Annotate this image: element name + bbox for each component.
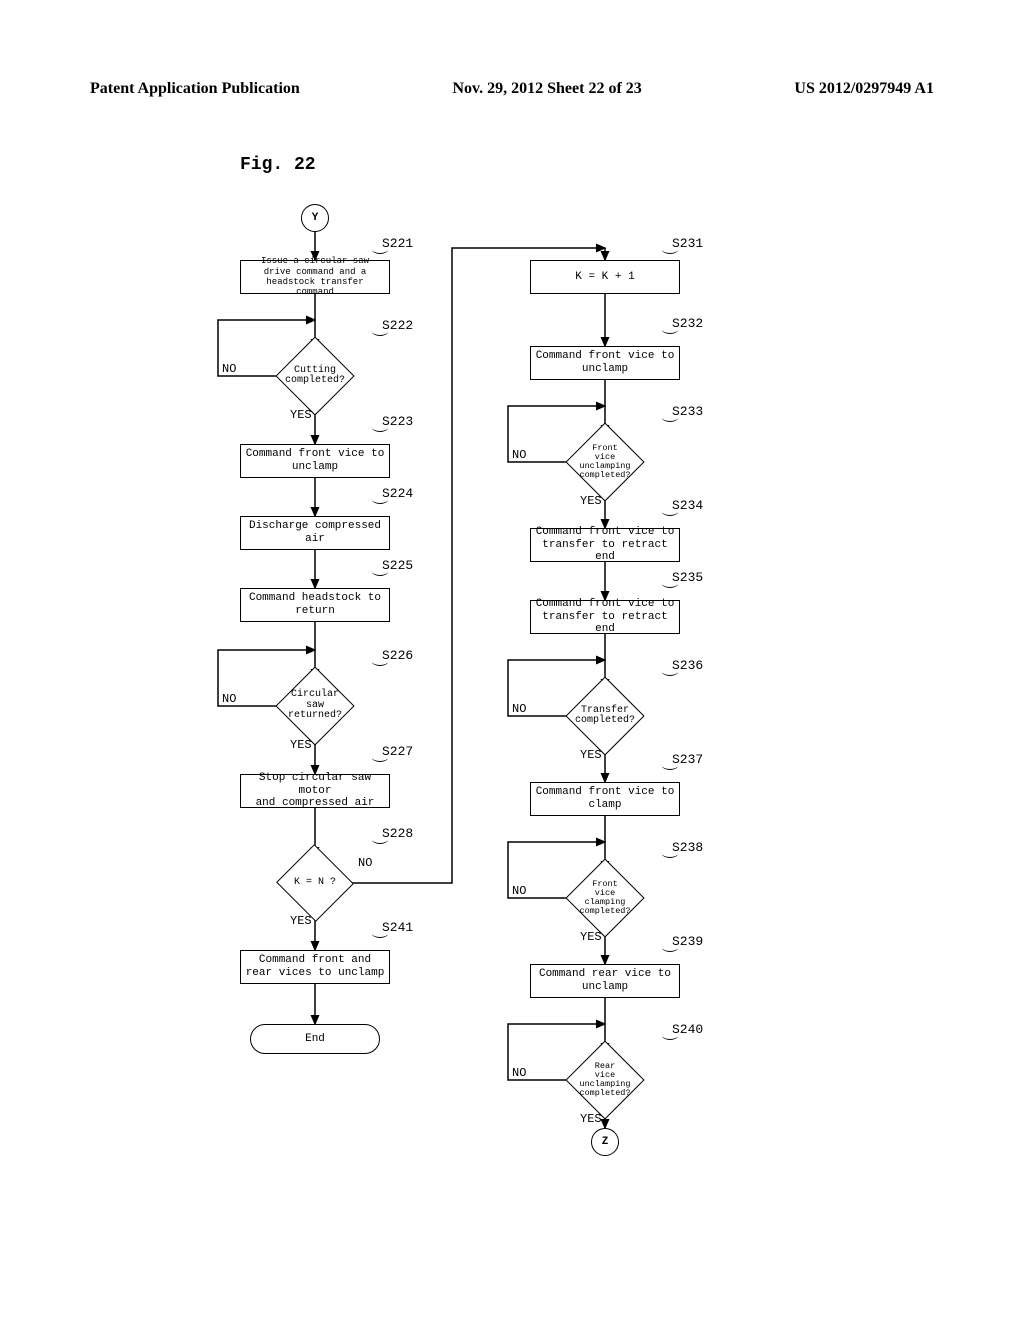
- step-s221: Issue a circular saw drive command and a…: [240, 260, 390, 294]
- connector-z: Z: [591, 1128, 619, 1156]
- header-right: US 2012/0297949 A1: [794, 80, 934, 98]
- step-s223-text: Command front vice to unclamp: [246, 448, 385, 473]
- no-label: NO: [512, 702, 526, 716]
- step-s224: Discharge compressed air: [240, 516, 390, 550]
- curl-icon: [662, 849, 678, 858]
- curl-icon: [662, 579, 678, 588]
- yes-label: YES: [290, 914, 312, 928]
- yes-label: YES: [580, 494, 602, 508]
- curl-icon: [372, 245, 388, 254]
- step-s223: Command front vice to unclamp: [240, 444, 390, 478]
- step-s232: Command front vice to unclamp: [530, 346, 680, 380]
- no-label: NO: [512, 884, 526, 898]
- yes-label: YES: [290, 738, 312, 752]
- step-s232-text: Command front vice to unclamp: [536, 350, 675, 375]
- step-s233: Front vice unclamping completed?: [577, 434, 633, 490]
- curl-icon: [372, 929, 388, 938]
- step-s235: Command front vice to transfer to retrac…: [530, 600, 680, 634]
- step-s221-text: Issue a circular saw drive command and a…: [245, 256, 385, 297]
- step-s239: Command rear vice to unclamp: [530, 964, 680, 998]
- step-s225-text: Command headstock to return: [249, 592, 381, 617]
- step-s228: K = N ?: [287, 856, 343, 910]
- curl-icon: [372, 567, 388, 576]
- step-s226: Circular saw returned?: [287, 678, 343, 734]
- no-label: NO: [222, 692, 236, 706]
- connector-y-label: Y: [312, 212, 319, 225]
- step-s224-text: Discharge compressed air: [249, 520, 381, 545]
- terminator-end-text: End: [305, 1033, 325, 1046]
- step-s222: Cutting completed?: [287, 348, 343, 404]
- curl-icon: [662, 245, 678, 254]
- step-s236-text: Transfer completed?: [575, 706, 635, 727]
- header: Patent Application Publication Nov. 29, …: [0, 80, 1024, 98]
- curl-icon: [662, 761, 678, 770]
- step-s231: K = K + 1: [530, 260, 680, 294]
- step-s241: Command front and rear vices to unclamp: [240, 950, 390, 984]
- curl-icon: [372, 423, 388, 432]
- yes-label: YES: [580, 930, 602, 944]
- figure-label: Fig. 22: [240, 155, 316, 175]
- curl-icon: [662, 1031, 678, 1040]
- connector-y: Y: [301, 204, 329, 232]
- flowchart: Y S221 Issue a circular saw drive comman…: [190, 190, 760, 1140]
- step-s239-text: Command rear vice to unclamp: [539, 968, 671, 993]
- no-label: NO: [222, 362, 236, 376]
- connector-z-label: Z: [602, 1136, 609, 1149]
- step-s238: Front vice clamping completed?: [577, 870, 633, 926]
- step-s227-text: Stop circular saw motor and compressed a…: [245, 772, 385, 810]
- step-s225: Command headstock to return: [240, 588, 390, 622]
- yes-label: YES: [290, 408, 312, 422]
- curl-icon: [662, 943, 678, 952]
- curl-icon: [372, 327, 388, 336]
- curl-icon: [372, 495, 388, 504]
- step-s234-text: Command front vice to transfer to retrac…: [535, 526, 675, 564]
- step-s240: Rear vice unclamping completed?: [577, 1052, 633, 1108]
- step-s227: Stop circular saw motor and compressed a…: [240, 774, 390, 808]
- step-s237-text: Command front vice to clamp: [536, 786, 675, 811]
- step-s238-text: Front vice clamping completed?: [577, 880, 633, 916]
- step-s234: Command front vice to transfer to retrac…: [530, 528, 680, 562]
- curl-icon: [662, 667, 678, 676]
- step-s228-text: K = N ?: [294, 878, 336, 889]
- yes-label: YES: [580, 1112, 602, 1126]
- no-label: NO: [358, 856, 372, 870]
- curl-icon: [662, 325, 678, 334]
- curl-icon: [372, 753, 388, 762]
- header-center: Nov. 29, 2012 Sheet 22 of 23: [452, 80, 641, 98]
- no-label: NO: [512, 1066, 526, 1080]
- step-s237: Command front vice to clamp: [530, 782, 680, 816]
- curl-icon: [662, 413, 678, 422]
- curl-icon: [372, 835, 388, 844]
- step-s233-text: Front vice unclamping completed?: [577, 444, 633, 480]
- header-left: Patent Application Publication: [90, 80, 300, 98]
- yes-label: YES: [580, 748, 602, 762]
- step-s241-text: Command front and rear vices to unclamp: [246, 954, 385, 979]
- curl-icon: [662, 507, 678, 516]
- step-s231-text: K = K + 1: [575, 271, 634, 284]
- step-s235-text: Command front vice to transfer to retrac…: [535, 598, 675, 636]
- curl-icon: [372, 657, 388, 666]
- step-s222-text: Cutting completed?: [285, 366, 345, 387]
- no-label: NO: [512, 448, 526, 462]
- step-s226-text: Circular saw returned?: [287, 690, 343, 722]
- step-s236: Transfer completed?: [577, 688, 633, 744]
- terminator-end: End: [250, 1024, 380, 1054]
- step-s240-text: Rear vice unclamping completed?: [577, 1062, 633, 1098]
